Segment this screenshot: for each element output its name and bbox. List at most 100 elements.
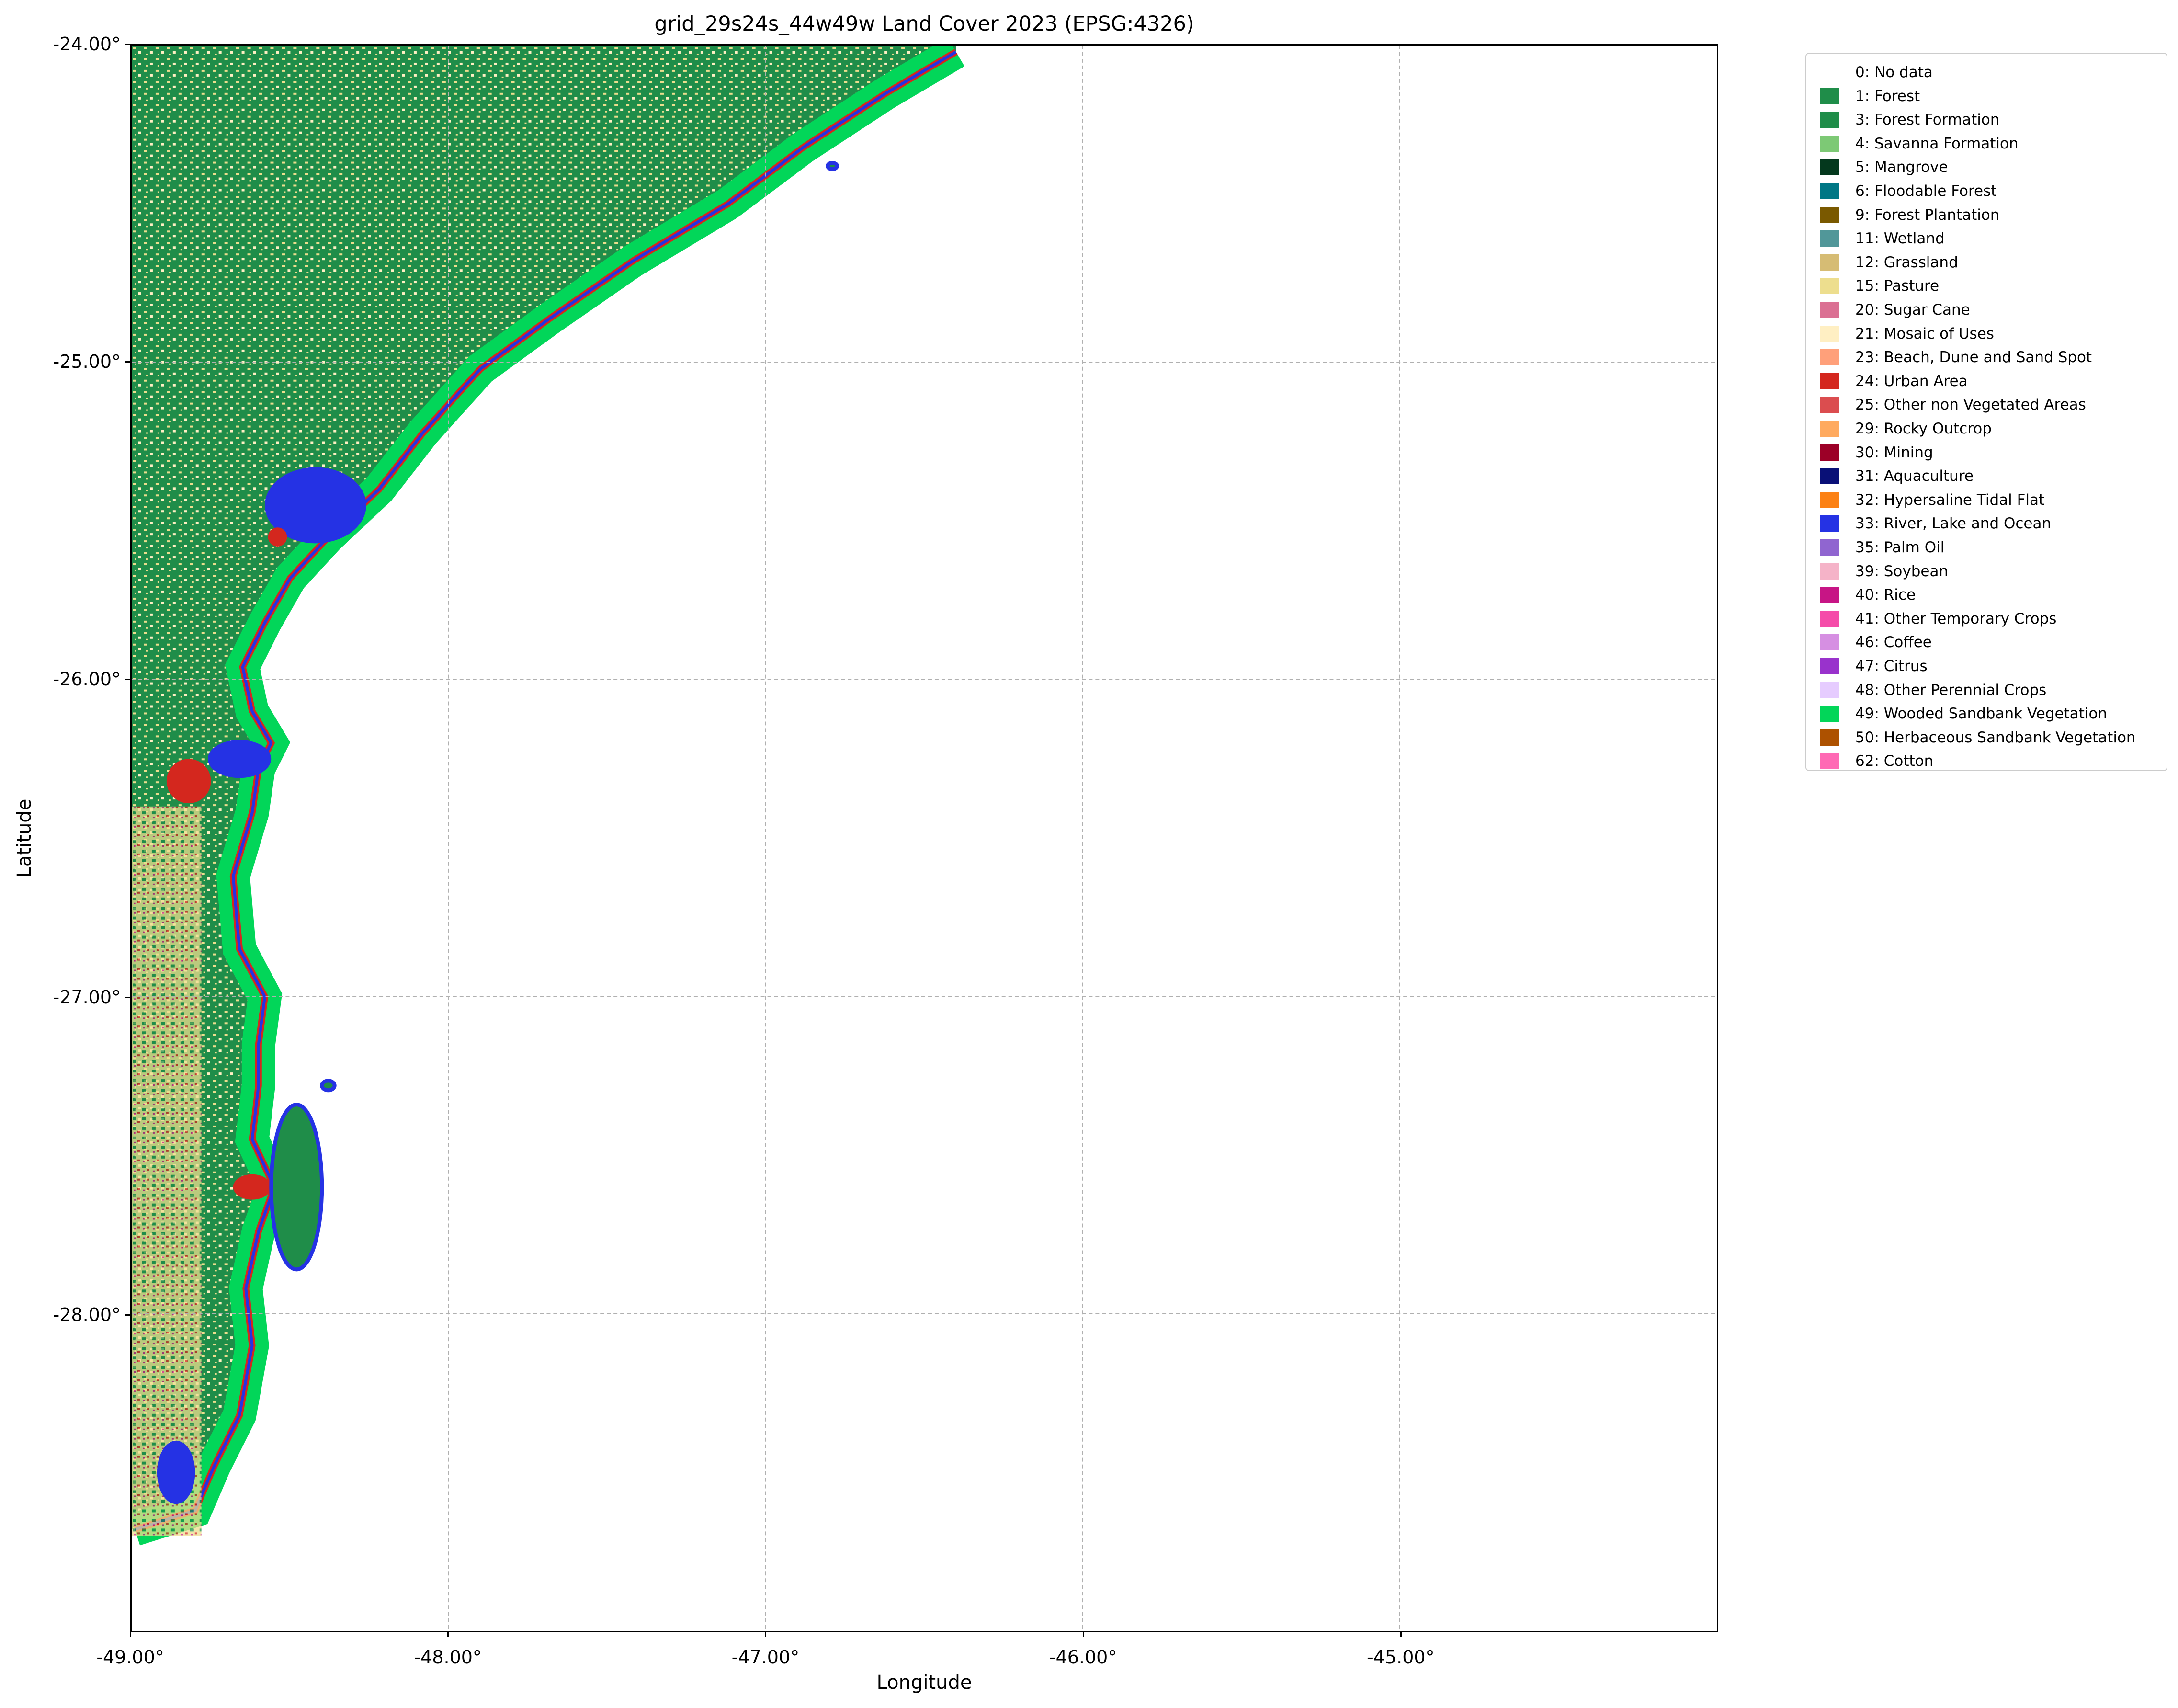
legend-item: 30: Mining — [1820, 441, 1933, 465]
legend-swatch — [1820, 159, 1839, 176]
legend-swatch — [1820, 539, 1839, 556]
legend-item: 0: No data — [1820, 60, 1933, 84]
y-tick-mark — [125, 996, 130, 998]
y-tick-label: -25.00° — [53, 351, 121, 373]
legend-label: 40: Rice — [1855, 586, 1916, 604]
island-2 — [320, 1079, 337, 1093]
legend-swatch — [1820, 563, 1839, 580]
legend-label: 33: River, Lake and Ocean — [1855, 515, 2052, 533]
legend-label: 41: Other Temporary Crops — [1855, 610, 2057, 627]
legend-label: 6: Floodable Forest — [1855, 182, 1997, 200]
legend-label: 35: Palm Oil — [1855, 539, 1945, 556]
legend-item: 1: Forest — [1820, 84, 1920, 108]
land-cover-map[interactable] — [132, 46, 1717, 1631]
legend-swatch — [1820, 515, 1839, 532]
legend-label: 15: Pasture — [1855, 277, 1940, 295]
legend-item: 12: Grassland — [1820, 251, 1958, 274]
legend-label: 1: Forest — [1855, 87, 1920, 105]
legend-item: 4: Savanna Formation — [1820, 132, 2019, 156]
legend-label: 62: Cotton — [1855, 752, 1934, 770]
legend-swatch — [1820, 444, 1839, 461]
map-plot-area[interactable] — [130, 44, 1718, 1632]
y-tick-mark — [125, 44, 130, 45]
legend-item: 11: Wetland — [1820, 227, 1945, 251]
legend-label: 25: Other non Vegetated Areas — [1855, 396, 2086, 414]
y-tick-label: -28.00° — [53, 1304, 121, 1325]
legend-swatch — [1820, 112, 1839, 128]
legend-label: 39: Soybean — [1855, 562, 1949, 580]
legend-swatch — [1820, 278, 1839, 295]
legend-item: 47: Citrus — [1820, 654, 1928, 678]
legend-swatch — [1820, 135, 1839, 152]
legend-item: 3: Forest Formation — [1820, 108, 1999, 132]
legend-item: 39: Soybean — [1820, 559, 1948, 583]
legend-label: 47: Citrus — [1855, 658, 1928, 675]
legend-label: 32: Hypersaline Tidal Flat — [1855, 491, 2045, 509]
legend-label: 49: Wooded Sandbank Vegetation — [1855, 705, 2108, 723]
legend-swatch — [1820, 421, 1839, 437]
land-layer — [132, 46, 964, 1546]
x-tick-mark — [765, 1632, 767, 1637]
legend-label: 29: Rocky Outcrop — [1855, 420, 1992, 437]
legend-swatch — [1820, 373, 1839, 389]
legend-label: 48: Other Perennial Crops — [1855, 681, 2047, 699]
legend-swatch — [1820, 88, 1839, 104]
legend-item: 25: Other non Vegetated Areas — [1820, 393, 2086, 417]
legend-label: 24: Urban Area — [1855, 372, 1968, 390]
legend-swatch — [1820, 254, 1839, 271]
legend-item: 9: Forest Plantation — [1820, 203, 2000, 227]
legend-item: 62: Cotton — [1820, 749, 1933, 773]
x-tick-label: -49.00° — [96, 1647, 164, 1668]
legend-item: 35: Palm Oil — [1820, 535, 1944, 559]
legend-swatch — [1820, 729, 1839, 746]
legend: 0: No data 1: Forest 3: Forest Formation 4:… — [1805, 53, 2167, 771]
legend-label: 0: No data — [1855, 64, 1933, 81]
x-tick-mark — [130, 1632, 131, 1637]
legend-label: 4: Savanna Formation — [1855, 135, 2019, 152]
legend-swatch — [1820, 610, 1839, 627]
y-tick-label: -27.00° — [53, 986, 121, 1008]
bay-1 — [207, 740, 272, 778]
legend-swatch — [1820, 706, 1839, 722]
legend-label: 30: Mining — [1855, 444, 1933, 461]
x-tick-label: -47.00° — [731, 1647, 800, 1668]
urban-patch-1 — [233, 1174, 272, 1200]
legend-label: 21: Mosaic of Uses — [1855, 325, 1994, 342]
legend-swatch — [1820, 753, 1839, 770]
legend-swatch — [1820, 634, 1839, 651]
legend-item: 49: Wooded Sandbank Vegetation — [1820, 702, 2107, 726]
legend-swatch — [1820, 230, 1839, 247]
legend-item: 32: Hypersaline Tidal Flat — [1820, 488, 2044, 512]
x-axis-label: Longitude — [876, 1672, 972, 1694]
legend-item: 20: Sugar Cane — [1820, 298, 1970, 322]
x-tick-mark — [1082, 1632, 1084, 1637]
legend-item: 24: Urban Area — [1820, 369, 1968, 393]
legend-swatch — [1820, 468, 1839, 485]
legend-label: 23: Beach, Dune and Sand Spot — [1855, 349, 2092, 366]
legend-swatch — [1820, 658, 1839, 674]
y-tick-label: -26.00° — [53, 669, 121, 690]
island-1 — [826, 160, 839, 171]
legend-swatch — [1820, 349, 1839, 366]
legend-label: 5: Mangrove — [1855, 159, 1948, 176]
x-tick-label: -48.00° — [414, 1647, 482, 1668]
legend-swatch — [1820, 682, 1839, 698]
y-axis-label: Latitude — [13, 798, 35, 878]
x-tick-mark — [447, 1632, 449, 1637]
x-tick-mark — [1400, 1632, 1402, 1637]
grid-lines — [132, 46, 1717, 1631]
urban-patch-2 — [268, 527, 287, 547]
legend-swatch — [1820, 587, 1839, 603]
x-tick-label: -45.00° — [1367, 1647, 1435, 1668]
legend-item: 5: Mangrove — [1820, 155, 1948, 179]
legend-label: 3: Forest Formation — [1855, 111, 2000, 129]
x-tick-label: -46.00° — [1049, 1647, 1117, 1668]
agricultural-area — [132, 806, 202, 1536]
legend-item: 15: Pasture — [1820, 274, 1939, 298]
legend-item: 40: Rice — [1820, 583, 1916, 607]
map-title: grid_29s24s_44w49w Land Cover 2023 (EPSG… — [654, 12, 1194, 36]
legend-item: 29: Rocky Outcrop — [1820, 417, 1992, 441]
legend-item: 31: Aquaculture — [1820, 464, 1974, 488]
y-tick-mark — [125, 361, 130, 363]
island-0 — [269, 1103, 324, 1272]
